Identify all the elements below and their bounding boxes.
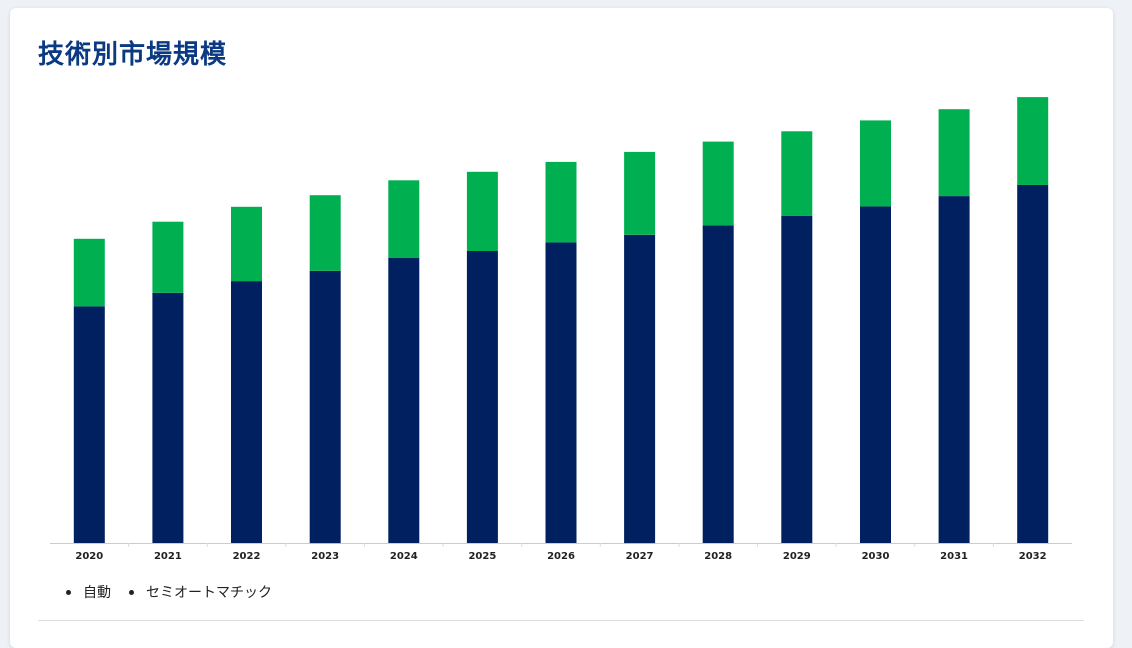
- x-tick-label-2028: 2028: [704, 551, 732, 562]
- bar-auto-2029[interactable]: [781, 215, 813, 544]
- bar-semi-automatic-2026[interactable]: [545, 161, 577, 243]
- stacked-bar-chart: 2020 2021 2022 2023 2024 2025 2026 2027 2028 2029…: [50, 97, 1072, 562]
- x-tick-label-2027: 2027: [626, 551, 654, 562]
- bar-auto-2022[interactable]: [231, 281, 262, 543]
- bar-auto-2028[interactable]: [702, 225, 734, 544]
- x-tick-label-2023: 2023: [311, 551, 339, 562]
- x-tick-label-2032: 2032: [1019, 551, 1047, 562]
- bar-semi-automatic-2020[interactable]: [73, 238, 105, 307]
- bar-auto-2023[interactable]: [309, 270, 341, 544]
- x-tick-label-2024: 2024: [390, 551, 418, 562]
- bar-semi-automatic-2028[interactable]: [702, 141, 734, 226]
- x-tick-label-2021: 2021: [154, 551, 182, 562]
- legend-label-semi-automatic: セミオートマチック: [146, 585, 272, 601]
- x-tick-label-2020: 2020: [75, 551, 103, 562]
- bar-auto-2020[interactable]: [73, 306, 105, 543]
- bar-semi-automatic-2025[interactable]: [466, 171, 498, 251]
- chart-legend: 自動 セミオートマチック: [66, 582, 290, 602]
- bar-semi-automatic-2032[interactable]: [1017, 97, 1049, 185]
- legend-label-auto: 自動: [83, 585, 111, 601]
- bar-semi-automatic-2027[interactable]: [624, 151, 656, 235]
- bar-auto-2031[interactable]: [938, 196, 970, 543]
- bar-auto-2032[interactable]: [1017, 184, 1049, 544]
- chart-title: 技術別市場規模: [38, 40, 228, 70]
- bar-semi-automatic-2029[interactable]: [781, 131, 813, 216]
- bar-auto-2027[interactable]: [624, 234, 656, 544]
- x-tick-label-2031: 2031: [940, 551, 968, 562]
- chart-card: 技術別市場規模 2020 2021 2022 2023 2024 2025 2026 2027…: [10, 8, 1113, 648]
- bar-auto-2025[interactable]: [466, 250, 498, 543]
- bar-semi-automatic-2024[interactable]: [388, 180, 420, 258]
- x-tick-label-2025: 2025: [468, 551, 496, 562]
- bar-semi-automatic-2021[interactable]: [152, 221, 184, 293]
- bar-auto-2030[interactable]: [860, 206, 891, 543]
- x-tick-label-2026: 2026: [547, 551, 575, 562]
- bar-auto-2021[interactable]: [152, 292, 184, 543]
- x-tick-label-2030: 2030: [862, 551, 890, 562]
- x-tick-label-2022: 2022: [233, 551, 261, 562]
- legend-bullet-icon: [129, 589, 134, 595]
- bar-semi-automatic-2030[interactable]: [860, 120, 891, 207]
- legend-item-auto[interactable]: 自動: [66, 582, 111, 602]
- bar-semi-automatic-2031[interactable]: [938, 109, 970, 197]
- bar-semi-automatic-2023[interactable]: [309, 195, 341, 271]
- legend-bullet-icon: [66, 589, 71, 595]
- x-tick-label-2029: 2029: [783, 551, 811, 562]
- bar-semi-automatic-2022[interactable]: [231, 206, 262, 282]
- bar-auto-2024[interactable]: [388, 257, 420, 543]
- legend-item-semi-automatic[interactable]: セミオートマチック: [129, 582, 272, 602]
- divider: [38, 620, 1084, 621]
- bar-auto-2026[interactable]: [545, 242, 577, 543]
